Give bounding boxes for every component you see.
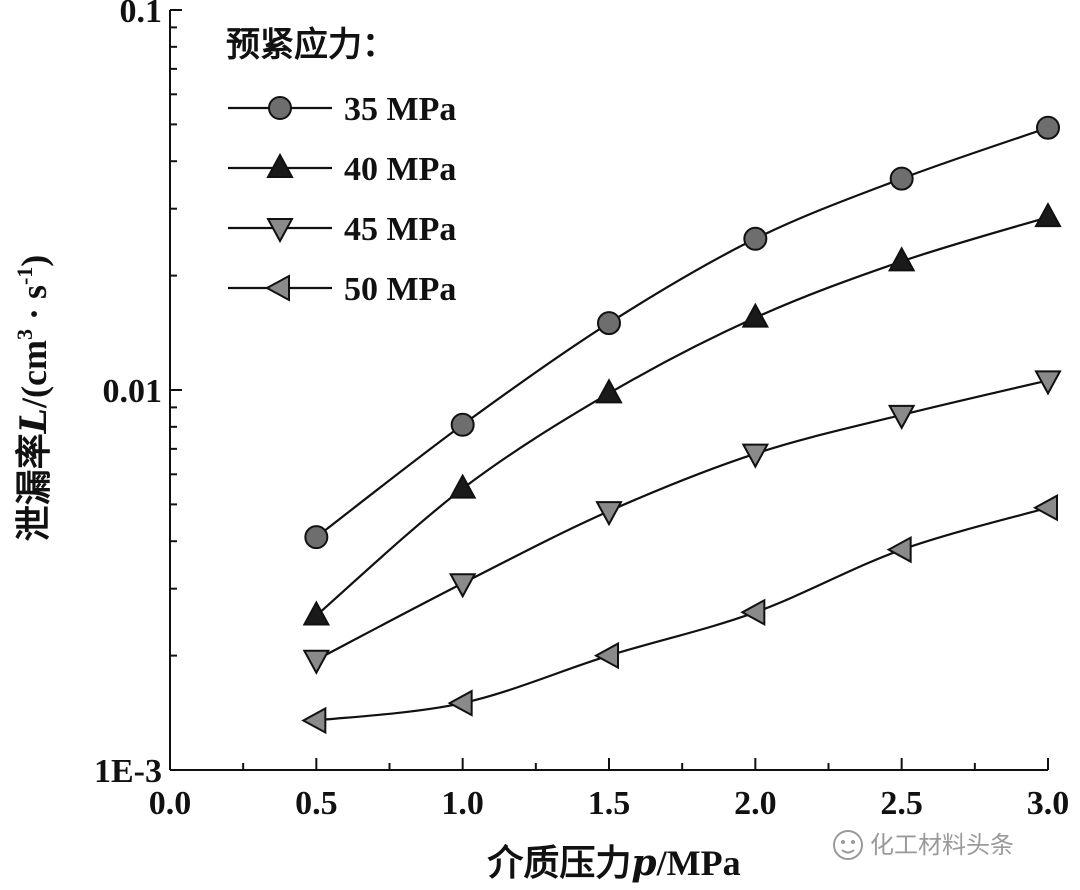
data-point [887, 246, 916, 272]
data-point [1034, 202, 1062, 228]
series-35-mpa [304, 115, 1060, 550]
data-point [448, 573, 477, 599]
data-point [447, 689, 473, 717]
data-point [1034, 370, 1062, 396]
legend-marker [264, 274, 290, 302]
data-point [593, 641, 619, 670]
y-tick-label: 0.01 [103, 373, 163, 410]
wechat-icon [833, 830, 863, 860]
x-tick-label: 2.0 [734, 785, 777, 822]
series-line [315, 379, 1049, 661]
x-tick-label: 0.0 [149, 785, 192, 822]
x-tick-label: 0.5 [295, 785, 338, 822]
data-point [741, 302, 770, 328]
watermark: 化工材料头条 [833, 830, 1014, 860]
legend-item: 35 MPa [228, 91, 456, 128]
y-tick-label: 1E-3 [94, 753, 162, 790]
data-point [889, 166, 914, 191]
y-axis-title-unit-mid: · s [14, 285, 54, 329]
y-axis-title-exp3: 3 [12, 329, 37, 340]
y-axis-title-expm1: -1 [12, 267, 37, 285]
data-point [741, 443, 770, 469]
y-axis-title-unit-open: /(cm [14, 340, 54, 409]
y-axis-title: 泄漏率L/(cm3 · s-1) [12, 255, 55, 542]
data-point [1032, 494, 1058, 522]
data-point [450, 412, 475, 437]
x-tick-label: 1.5 [588, 785, 631, 822]
legend-marker [268, 96, 292, 120]
series-40-mpa [302, 202, 1062, 626]
data-point [448, 473, 477, 499]
y-axis-title-unit-close: ) [14, 255, 54, 267]
data-point [740, 598, 766, 626]
legend-label: 45 MPa [344, 211, 456, 248]
legend-label: 35 MPa [344, 91, 456, 128]
data-point [887, 404, 916, 430]
data-point [595, 378, 623, 404]
series-50-mpa [301, 494, 1058, 735]
x-axis-title-variable: p [631, 842, 656, 884]
series-line [315, 216, 1049, 617]
data-point [597, 311, 621, 336]
legend-item: 50 MPa [228, 271, 456, 308]
x-tick-label: 2.5 [880, 785, 923, 822]
series-45-mpa [302, 370, 1062, 675]
watermark-text: 化工材料头条 [870, 831, 1014, 859]
x-tick-label: 3.0 [1027, 785, 1070, 822]
x-axis-title-prefix: 介质压力 [487, 842, 631, 884]
y-axis-title-prefix: 泄漏率 [13, 433, 55, 541]
legend-marker [266, 152, 294, 178]
legend-marker [266, 218, 294, 244]
y-axis-title-variable: L [13, 408, 55, 434]
legend: 预紧应力： 35 MPa 40 MPa 45 MPa 50 MPa [226, 25, 456, 308]
data-point [1036, 115, 1060, 140]
legend-title: 预紧应力： [226, 25, 396, 65]
data-point [743, 226, 768, 251]
data-point [301, 706, 327, 735]
x-axis-title-unit: /MPa [656, 843, 741, 883]
series-line [316, 506, 1049, 722]
x-axis-title: 介质压力p/MPa [487, 842, 740, 884]
series-line [315, 126, 1049, 539]
legend-item: 45 MPa [228, 211, 456, 248]
legend-item: 40 MPa [228, 151, 456, 188]
y-tick-label: 0.1 [120, 0, 163, 30]
data-point [302, 649, 331, 675]
legend-label: 40 MPa [344, 151, 456, 188]
data-point [304, 525, 329, 550]
legend-label: 50 MPa [344, 271, 456, 308]
series-layer [301, 115, 1062, 735]
data-point [302, 600, 331, 626]
x-tick-label: 1.0 [441, 785, 484, 822]
data-point [595, 501, 623, 527]
data-point [886, 535, 912, 564]
axes: 0.0 0.5 1.0 1.5 2.0 2.5 3.0 1E-3 0.01 0.1 [94, 0, 1069, 822]
